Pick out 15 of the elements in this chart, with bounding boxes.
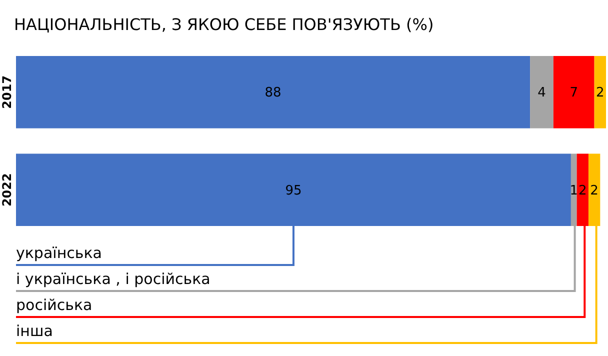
data-label: 1: [570, 183, 578, 198]
data-label: 4: [538, 86, 546, 101]
data-label: 95: [285, 183, 302, 198]
data-label: 88: [264, 86, 282, 101]
text: інша: [16, 322, 53, 340]
data-label: 2: [590, 183, 598, 198]
y-tick-label: 2022: [0, 173, 14, 207]
text: російська: [16, 296, 92, 314]
text: і українська , і російська: [16, 270, 210, 288]
text: НАЦІОНАЛЬНІСТЬ, З ЯКОЮ СЕБЕ ПОВ'ЯЗУЮТЬ (%): [14, 15, 434, 34]
data-label: 7: [570, 86, 578, 101]
y-tick-label: 2017: [0, 75, 14, 109]
data-label: 2: [596, 86, 604, 101]
series-label: українська: [16, 244, 102, 262]
data-label: 2: [578, 183, 587, 198]
